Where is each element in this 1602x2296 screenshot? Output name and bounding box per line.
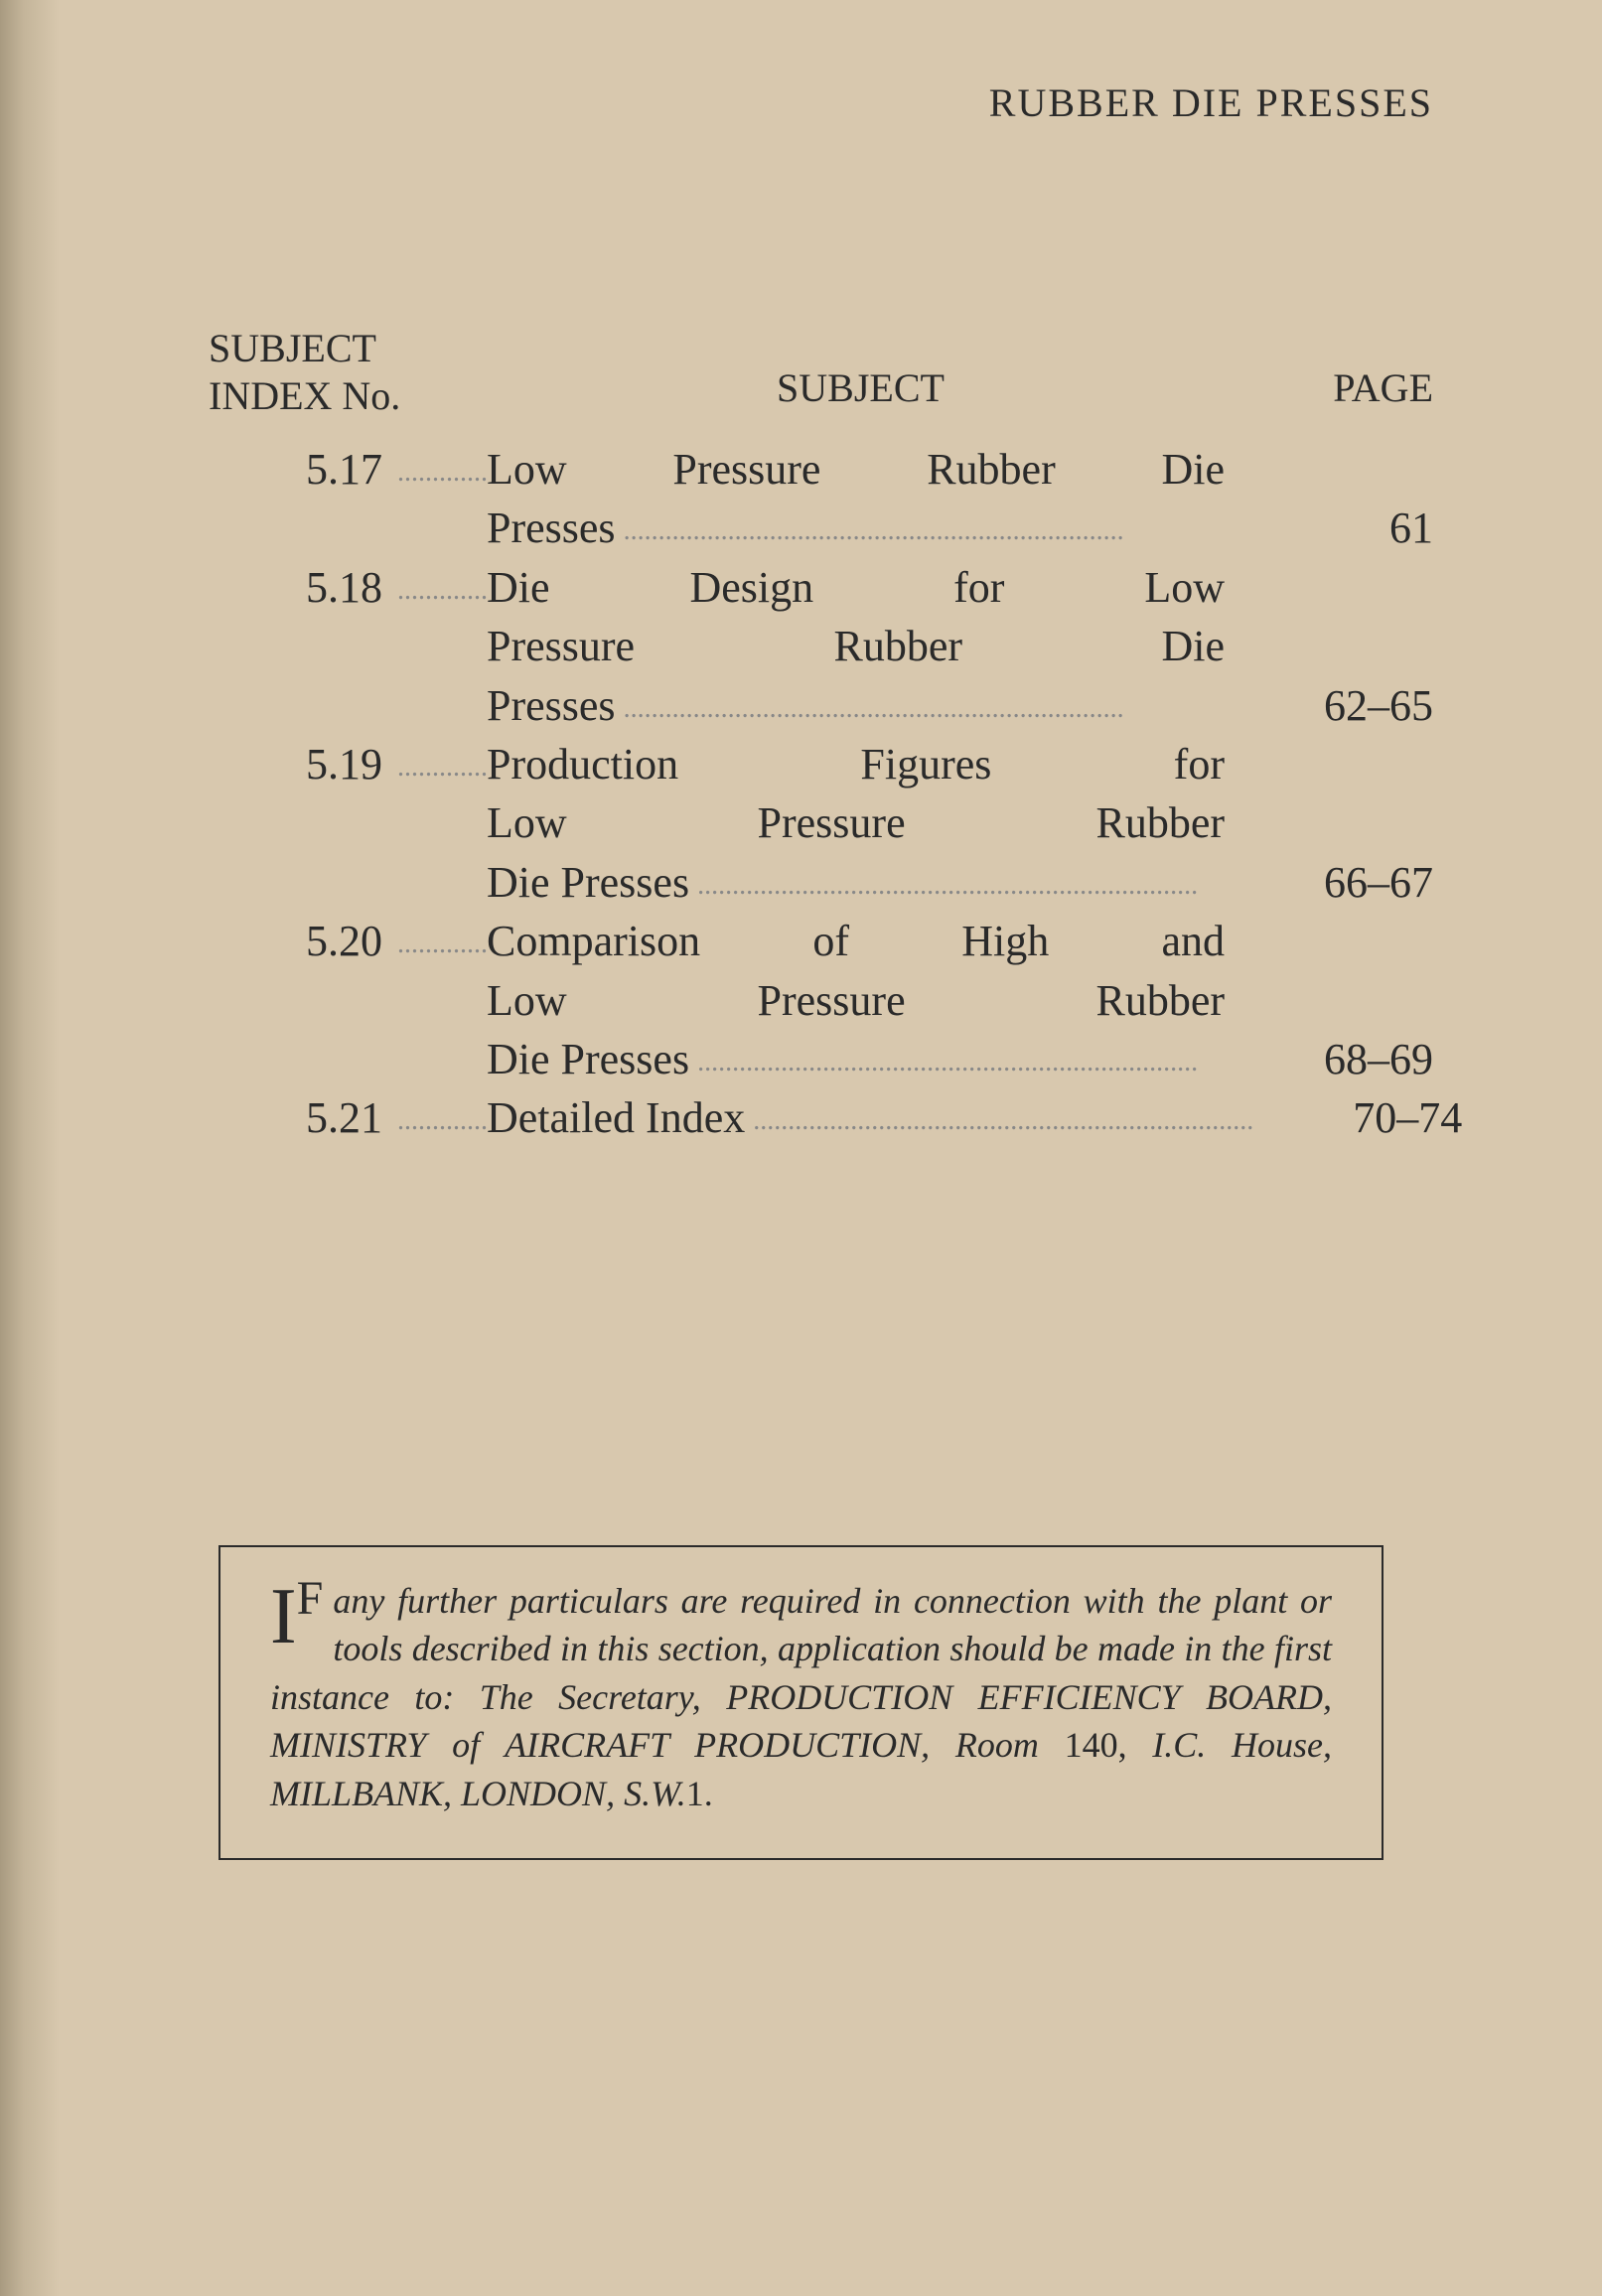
leader-dots: ........................................… — [397, 912, 487, 963]
info-room-num: 140, — [1065, 1725, 1127, 1765]
toc-subject-text: Presses — [487, 676, 616, 735]
toc-subject-text: Die Presses — [487, 1030, 689, 1088]
toc-header-subject: SUBJECT — [487, 325, 1235, 420]
toc-entry: 5.19....................................… — [209, 735, 1433, 912]
toc-subject-line: LowPressureRubber — [487, 971, 1225, 1030]
leader-dots: ........................................… — [616, 676, 1225, 735]
toc-entry: 5.18....................................… — [209, 558, 1433, 735]
page-header: RUBBER DIE PRESSES — [149, 79, 1433, 126]
toc-subject-line: Detailed Index..........................… — [487, 1088, 1253, 1147]
dropcap: IF — [270, 1583, 323, 1650]
toc-subject-text: Presses — [487, 499, 616, 557]
toc-header-index-l2: INDEX No. — [209, 373, 400, 418]
toc-page-number: 62–65 — [1254, 676, 1433, 735]
toc-subject-line: LowPressureRubberDie — [487, 440, 1225, 499]
toc-page-number: 66–67 — [1254, 853, 1433, 912]
info-box-text: IF any further particulars are required … — [270, 1577, 1332, 1818]
toc-entry: 5.21....................................… — [209, 1088, 1433, 1147]
toc-subject-line: Presses.................................… — [487, 676, 1225, 735]
toc-index-number: 5.18 — [209, 558, 397, 617]
toc-page-number: 61 — [1254, 499, 1433, 557]
toc-subject-line: PressureRubberDie — [487, 617, 1225, 675]
toc-subject-line: Presses.................................… — [487, 499, 1225, 557]
toc-subject: Detailed Index..........................… — [487, 1088, 1283, 1147]
info-box: IF any further particulars are required … — [218, 1545, 1384, 1860]
leader-dots: ........................................… — [689, 1030, 1225, 1088]
leader-dots: ........................................… — [745, 1088, 1253, 1147]
toc-header-page: PAGE — [1235, 325, 1433, 420]
toc-index-number: 5.19 — [209, 735, 397, 793]
toc-subject-line: ComparisonofHighand — [487, 912, 1225, 970]
table-of-contents: SUBJECT INDEX No. SUBJECT PAGE 5.17.....… — [209, 325, 1433, 1148]
leader-dots: ........................................… — [397, 440, 487, 492]
toc-subject-line: DieDesignforLow — [487, 558, 1225, 617]
toc-subject-line: LowPressureRubber — [487, 793, 1225, 852]
leader-dots: ........................................… — [397, 558, 487, 610]
toc-header-index-l1: SUBJECT — [209, 326, 376, 370]
dropcap-sup: F — [297, 1572, 324, 1625]
toc-subject-text: Detailed Index — [487, 1088, 745, 1147]
toc-header-row: SUBJECT INDEX No. SUBJECT PAGE — [209, 325, 1433, 420]
toc-subject: LowPressureRubberDiePresses.............… — [487, 440, 1254, 558]
toc-page-number: 68–69 — [1254, 1030, 1433, 1088]
toc-header-index: SUBJECT INDEX No. — [209, 325, 487, 420]
dropcap-main: I — [270, 1573, 297, 1660]
toc-subject-line: Die Presses.............................… — [487, 853, 1225, 912]
toc-subject-line: Die Presses.............................… — [487, 1030, 1225, 1088]
leader-dots: ........................................… — [689, 853, 1225, 912]
document-page: RUBBER DIE PRESSES SUBJECT INDEX No. SUB… — [0, 0, 1602, 2296]
binding-shadow — [0, 0, 60, 2296]
toc-subject: ProductionFiguresforLowPressureRubberDie… — [487, 735, 1254, 912]
toc-entry: 5.17....................................… — [209, 440, 1433, 558]
info-trailing-num: 1. — [686, 1774, 713, 1813]
toc-subject-line: ProductionFiguresfor — [487, 735, 1225, 793]
toc-index-number: 5.17 — [209, 440, 397, 499]
toc-subject-text: Die Presses — [487, 853, 689, 912]
toc-page-number: 70–74 — [1283, 1088, 1462, 1147]
toc-subject: DieDesignforLowPressureRubberDiePresses.… — [487, 558, 1254, 735]
toc-entry: 5.20....................................… — [209, 912, 1433, 1088]
toc-subject: ComparisonofHighandLowPressureRubberDie … — [487, 912, 1254, 1088]
toc-index-number: 5.20 — [209, 912, 397, 970]
leader-dots: ........................................… — [616, 499, 1225, 557]
toc-index-number: 5.21 — [209, 1088, 397, 1147]
leader-dots: ........................................… — [397, 1088, 487, 1140]
leader-dots: ........................................… — [397, 735, 487, 787]
